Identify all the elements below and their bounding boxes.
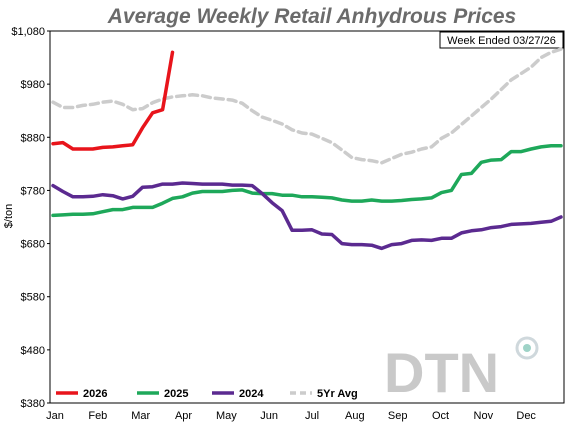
x-tick-label: Apr bbox=[175, 410, 192, 422]
legend-label: 2024 bbox=[239, 388, 264, 400]
x-tick-label: May bbox=[216, 410, 237, 422]
plot-area bbox=[49, 30, 565, 404]
x-tick-label: Jul bbox=[305, 410, 319, 422]
dtn-logo: DTN bbox=[384, 336, 539, 404]
x-tick-label: Aug bbox=[345, 410, 365, 422]
x-tick-label: Feb bbox=[88, 410, 107, 422]
x-tick-label: Nov bbox=[474, 410, 494, 422]
series-line-5yr-avg bbox=[51, 47, 563, 165]
legend-label: 2026 bbox=[83, 388, 107, 400]
y-tick-label: $880 bbox=[21, 132, 45, 144]
logo-circle-icon bbox=[515, 336, 539, 360]
x-tick-label: Dec bbox=[516, 410, 536, 422]
week-ended-label: Week Ended 03/27/26 bbox=[447, 35, 556, 47]
x-tick-label: Jan bbox=[46, 410, 64, 422]
y-tick-label: $580 bbox=[21, 292, 45, 304]
legend-label: 2025 bbox=[164, 388, 188, 400]
series-line-2024 bbox=[51, 181, 563, 251]
y-tick-label: $380 bbox=[21, 398, 45, 410]
logo-drop-icon bbox=[523, 344, 531, 352]
y-tick-label: $980 bbox=[21, 79, 45, 91]
legend: 2026 2025 2024 5Yr Avg bbox=[56, 388, 358, 400]
chart-title: Average Weekly Retail Anhydrous Prices bbox=[107, 5, 517, 28]
y-axis-ticks: $1,080 $980 $880 $780 $680 $580 $480 $380 bbox=[11, 26, 50, 410]
y-tick-label: $1,080 bbox=[11, 26, 45, 38]
x-tick-label: Oct bbox=[432, 410, 449, 422]
legend-label: 5Yr Avg bbox=[317, 388, 358, 400]
y-axis-label: $/ton bbox=[3, 204, 15, 228]
x-tick-label: Mar bbox=[131, 410, 150, 422]
x-tick-label: Jun bbox=[260, 410, 278, 422]
x-axis-ticks: Jan Feb Mar Apr May Jun Jul Aug Sep Oct Nov Dec bbox=[46, 410, 536, 422]
y-tick-label: $780 bbox=[21, 185, 45, 197]
y-tick-label: $480 bbox=[21, 345, 45, 357]
annotation-box: Week Ended 03/27/26 bbox=[439, 31, 564, 49]
series-line-2026 bbox=[51, 50, 175, 151]
y-tick-label: $680 bbox=[21, 239, 45, 251]
logo-wordmark: DTN bbox=[384, 341, 499, 404]
series-line-2025 bbox=[51, 144, 563, 218]
x-tick-label: Sep bbox=[388, 410, 408, 422]
series-lines bbox=[51, 47, 563, 251]
